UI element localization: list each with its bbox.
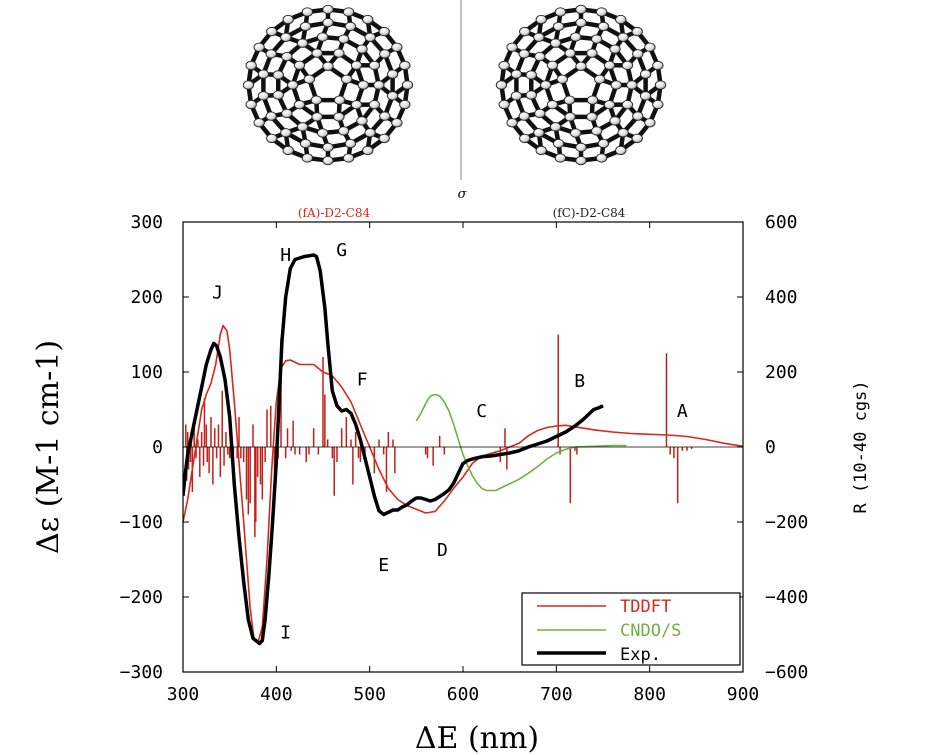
y2-tick-label: −600 <box>765 662 808 683</box>
y-tick-label: −100 <box>120 512 163 533</box>
x-tick-label: 500 <box>353 684 386 705</box>
y2-tick-label: 200 <box>765 362 798 383</box>
right-isomer-label: (fC)-D2-C84 <box>553 206 626 220</box>
y-tick-label: 0 <box>152 437 163 458</box>
x-tick-label: 400 <box>260 684 293 705</box>
band-label: H <box>280 245 291 266</box>
y-tick-label: −200 <box>120 587 163 608</box>
y-tick-label: 100 <box>130 362 163 383</box>
y2-tick-label: 0 <box>765 437 776 458</box>
x-tick-label: 600 <box>447 684 480 705</box>
y-tick-label: 200 <box>130 287 163 308</box>
legend: TDDFT CNDO/S Exp. <box>521 592 741 666</box>
band-label: E <box>378 555 389 576</box>
x-axis-label: ΔE (nm) <box>415 721 539 755</box>
y-axis-label: Δε (M-1 cm-1) <box>31 340 66 554</box>
y2-tick-label: −200 <box>765 512 808 533</box>
band-label: I <box>280 622 291 643</box>
legend-box <box>521 592 741 666</box>
left-isomer-label: (fA)-D2-C84 <box>298 206 371 220</box>
x-tick-label: 800 <box>633 684 666 705</box>
y2-axis-label: R (10-40 cgs) <box>851 380 871 513</box>
band-label: B <box>574 371 585 392</box>
mirror-symbol: σ <box>458 187 468 202</box>
band-label: J <box>212 283 223 304</box>
band-label: D <box>437 540 448 561</box>
band-label: F <box>357 370 368 391</box>
y2-tick-label: 600 <box>765 212 798 233</box>
legend-label-cndo: CNDO/S <box>620 621 681 641</box>
band-label: C <box>476 401 487 422</box>
legend-label-tddft: TDDFT <box>620 597 671 617</box>
y2-tick-label: 400 <box>765 287 798 308</box>
band-label: G <box>336 240 347 261</box>
y-tick-label: 300 <box>130 212 163 233</box>
x-tick-label: 700 <box>540 684 573 705</box>
x-tick-label: 900 <box>727 684 760 705</box>
fullerene-left-illustration <box>242 4 414 166</box>
axes: 300 400 500 600 700 800 900 −300 −200 −100 0 100 200… <box>120 212 809 705</box>
y2-tick-label: −400 <box>765 587 808 608</box>
y-tick-label: −300 <box>120 662 163 683</box>
band-annotations: J H G F C B A E D I <box>212 240 688 644</box>
fullerene-right-illustration <box>495 4 667 166</box>
series-line-cndo <box>415 393 627 492</box>
band-label: A <box>677 401 688 422</box>
series-line-tddft <box>183 324 743 645</box>
legend-label-exp: Exp. <box>620 645 661 665</box>
x-tick-label: 300 <box>167 684 200 705</box>
series-line-exp <box>183 253 604 646</box>
cd-series-lines <box>183 253 743 646</box>
